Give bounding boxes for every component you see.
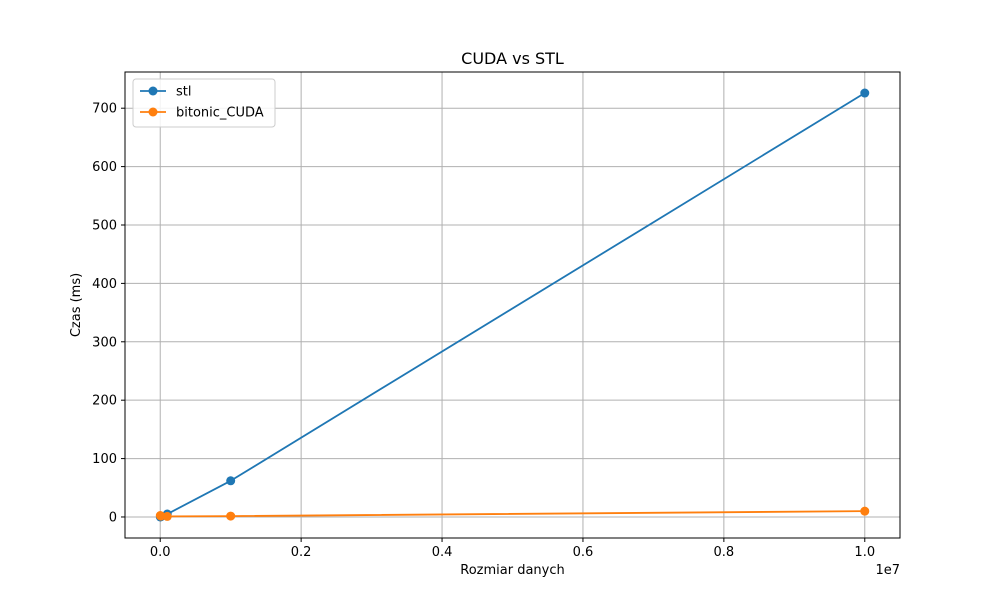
x-tick-label: 0.0 [150,545,171,560]
chart-title: CUDA vs STL [461,49,564,68]
data-point-bitonic_CUDA [156,511,166,521]
legend-label-bitonic_CUDA: bitonic_CUDA [176,106,264,121]
grid-lines [125,72,900,538]
x-tick-label: 0.6 [573,545,594,560]
plot-frame [124,71,901,539]
legend-marker-stl [148,86,158,96]
series-layer [155,88,870,522]
y-tick-label: 700 [92,102,117,117]
data-point-stl [226,476,236,486]
x-tick-label: 0.4 [432,545,453,560]
data-point-bitonic_CUDA [860,506,870,516]
y-tick-label: 500 [92,218,117,233]
y-tick-label: 0 [109,510,117,525]
x-tick-label: 0.8 [714,545,735,560]
legend-box [132,78,276,128]
x-axis-offset-label: 1e7 [875,563,900,578]
data-point-bitonic_CUDA [226,511,236,521]
x-axis-label: Rozmiar danych [460,563,564,578]
x-tick-label: 0.2 [291,545,312,560]
y-tick-label: 400 [92,277,117,292]
x-tick-label: 1.0 [854,545,875,560]
y-tick-label: 100 [92,452,117,467]
y-axis-label: Czas (ms) [69,273,84,337]
legend-label-stl: stl [176,85,191,100]
y-tick-label: 200 [92,394,117,409]
legend: stl bitonic_CUDA [132,78,276,128]
y-tick-label: 600 [92,160,117,175]
y-tick-label: 300 [92,335,117,350]
legend-marker-bitonic_CUDA [148,107,158,117]
data-point-bitonic_CUDA [162,511,172,521]
data-point-stl [860,88,870,98]
axis-ticks: 0.0 0.2 0.4 0.6 0.8 1.0 0 100 200 300 400 500 600 700 [92,102,875,560]
